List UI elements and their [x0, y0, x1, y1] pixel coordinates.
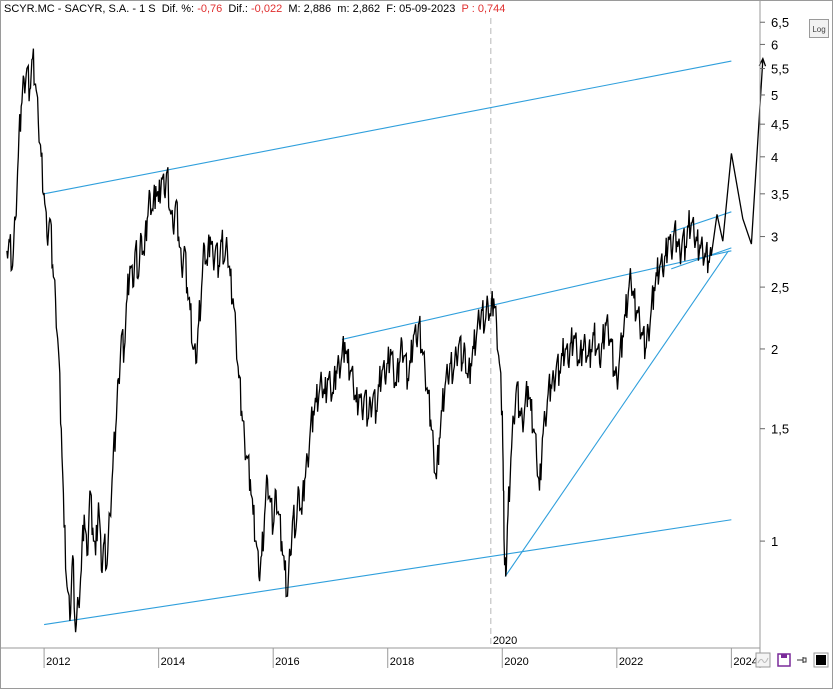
min-label: m: — [337, 3, 350, 15]
y-tick-label: 3,5 — [771, 187, 789, 202]
min-value: 2,862 — [352, 3, 381, 15]
save-icon[interactable] — [776, 652, 792, 668]
projection-path — [710, 58, 764, 256]
y-tick-label: 6 — [771, 37, 778, 52]
dif-pct-value: -0,76 — [197, 3, 223, 15]
y-tick-label: 4,5 — [771, 117, 789, 132]
x-tick-label: 2020 — [504, 656, 528, 668]
max-value: 2,886 — [303, 3, 332, 15]
grid-icon[interactable] — [755, 652, 771, 668]
y-tick-label: 4 — [771, 150, 778, 165]
y-tick-label: 2,5 — [771, 280, 789, 295]
y-tick-label: 1 — [771, 534, 778, 549]
y-tick-label: 3 — [771, 230, 778, 245]
trendline-short-channel-top — [671, 211, 732, 233]
trendline-short-channel-bottom — [671, 247, 732, 270]
price-series-layer — [6, 48, 767, 633]
y-tick-label: 1,5 — [771, 422, 789, 437]
dif-label: Dif.: — [228, 3, 248, 15]
year-marker-label: 2020 — [493, 635, 517, 647]
price-series-line — [6, 48, 712, 633]
y-tick-label: 2 — [771, 342, 778, 357]
y-tick-label: 5,5 — [771, 62, 789, 77]
x-tick-label: 2018 — [390, 656, 414, 668]
dif-value: -0,022 — [251, 3, 283, 15]
trendline-rising-support — [504, 250, 729, 577]
grid-layer: 2020 — [490, 18, 517, 648]
x-tick-label: 2022 — [619, 656, 643, 668]
price-label: P : — [461, 3, 475, 15]
pin-icon[interactable] — [794, 652, 810, 668]
date-label: F: — [386, 3, 397, 15]
dif-pct-label: Dif. %: — [161, 3, 195, 15]
x-tick-label: 2014 — [161, 656, 185, 668]
max-label: M: — [288, 3, 301, 15]
symbol-label: SCYR.MC - SACYR, S.A. - 1 S — [4, 3, 156, 15]
log-scale-button[interactable]: Log — [809, 19, 829, 38]
chart-header: SCYR.MC - SACYR, S.A. - 1 S Dif. %: -0,7… — [4, 3, 505, 15]
y-tick-label: 5 — [771, 88, 778, 103]
axis-layer: 6,5 6 5,5 5 4,5 4 3,5 3 2,5 2 1,5 1 2012 2014 2016 2018… — [0, 0, 789, 668]
x-tick-label: 2016 — [275, 656, 299, 668]
x-tick-label: 2024 — [733, 656, 757, 668]
trendline-lower-channel — [44, 519, 732, 626]
price-value: 0,744 — [477, 3, 506, 15]
y-tick-label: 6,5 — [771, 15, 789, 30]
trendline-layer — [43, 60, 732, 626]
trendline-mid-resistance — [341, 250, 732, 340]
trendline-upper-channel — [43, 60, 732, 195]
color-square-icon[interactable] — [813, 652, 829, 668]
x-tick-label: 2012 — [46, 656, 70, 668]
date-value: 05-09-2023 — [399, 3, 456, 15]
